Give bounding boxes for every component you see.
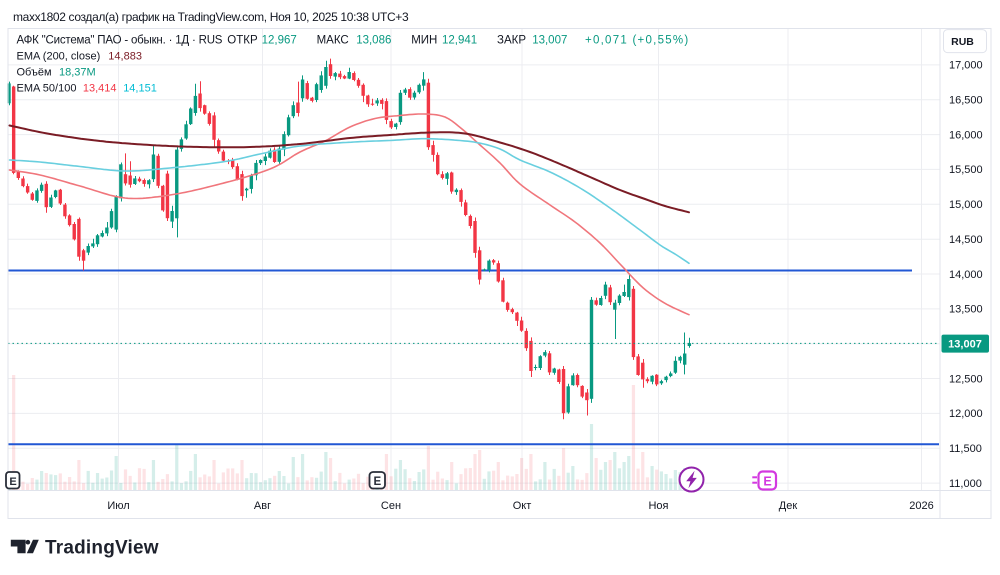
svg-text:14,000: 14,000 bbox=[949, 269, 983, 281]
svg-text:Авг: Авг bbox=[254, 500, 271, 512]
svg-text:АФК "Система" ПАО - обыкн. · 1: АФК "Система" ПАО - обыкн. · 1Д · RUS bbox=[17, 35, 223, 47]
svg-text:RUB: RUB bbox=[951, 36, 974, 48]
svg-text:TradingView: TradingView bbox=[45, 538, 159, 559]
svg-text:Ноя: Ноя bbox=[648, 500, 668, 512]
svg-text:Дек: Дек bbox=[779, 500, 798, 512]
svg-text:EMA (200, close): EMA (200, close) bbox=[17, 51, 101, 63]
svg-text:МИН: МИН bbox=[411, 35, 437, 47]
svg-text:12,967: 12,967 bbox=[262, 35, 297, 47]
svg-text:17,000: 17,000 bbox=[949, 60, 983, 72]
svg-text:14,883: 14,883 bbox=[108, 51, 142, 63]
svg-text:16,500: 16,500 bbox=[949, 95, 983, 107]
svg-text:E: E bbox=[373, 476, 381, 488]
svg-text:EMA 50/100: EMA 50/100 bbox=[17, 82, 77, 94]
svg-text:14,500: 14,500 bbox=[949, 234, 983, 246]
svg-text:14,151: 14,151 bbox=[123, 82, 157, 94]
svg-text:13,086: 13,086 bbox=[356, 35, 391, 47]
svg-text:12,500: 12,500 bbox=[949, 373, 983, 385]
svg-text:E: E bbox=[763, 474, 771, 488]
svg-text:12,000: 12,000 bbox=[949, 408, 983, 420]
svg-text:13,007: 13,007 bbox=[532, 35, 567, 47]
svg-text:Объём: Объём bbox=[17, 67, 52, 79]
svg-text:ОТКР: ОТКР bbox=[227, 35, 258, 47]
svg-text:ЗАКР: ЗАКР bbox=[497, 35, 526, 47]
svg-text:11,000: 11,000 bbox=[949, 478, 982, 490]
svg-text:13,414: 13,414 bbox=[83, 82, 117, 94]
svg-text:13,500: 13,500 bbox=[949, 304, 983, 316]
svg-text:Сен: Сен bbox=[381, 500, 401, 512]
svg-text:18,37М: 18,37М bbox=[59, 67, 96, 79]
svg-text:12,941: 12,941 bbox=[442, 35, 477, 47]
svg-text:E: E bbox=[9, 476, 16, 488]
svg-text:11,500: 11,500 bbox=[949, 443, 982, 455]
svg-text:15,000: 15,000 bbox=[949, 199, 983, 211]
svg-text:МАКС: МАКС bbox=[317, 35, 349, 47]
svg-text:+0,071 (+0,55%): +0,071 (+0,55%) bbox=[585, 35, 689, 47]
svg-text:15,500: 15,500 bbox=[949, 164, 983, 176]
svg-text:Окт: Окт bbox=[513, 500, 532, 512]
svg-text:2026: 2026 bbox=[909, 500, 933, 512]
svg-text:16,000: 16,000 bbox=[949, 129, 983, 141]
svg-text:13,007: 13,007 bbox=[948, 339, 982, 351]
svg-text:Июл: Июл bbox=[107, 500, 129, 512]
